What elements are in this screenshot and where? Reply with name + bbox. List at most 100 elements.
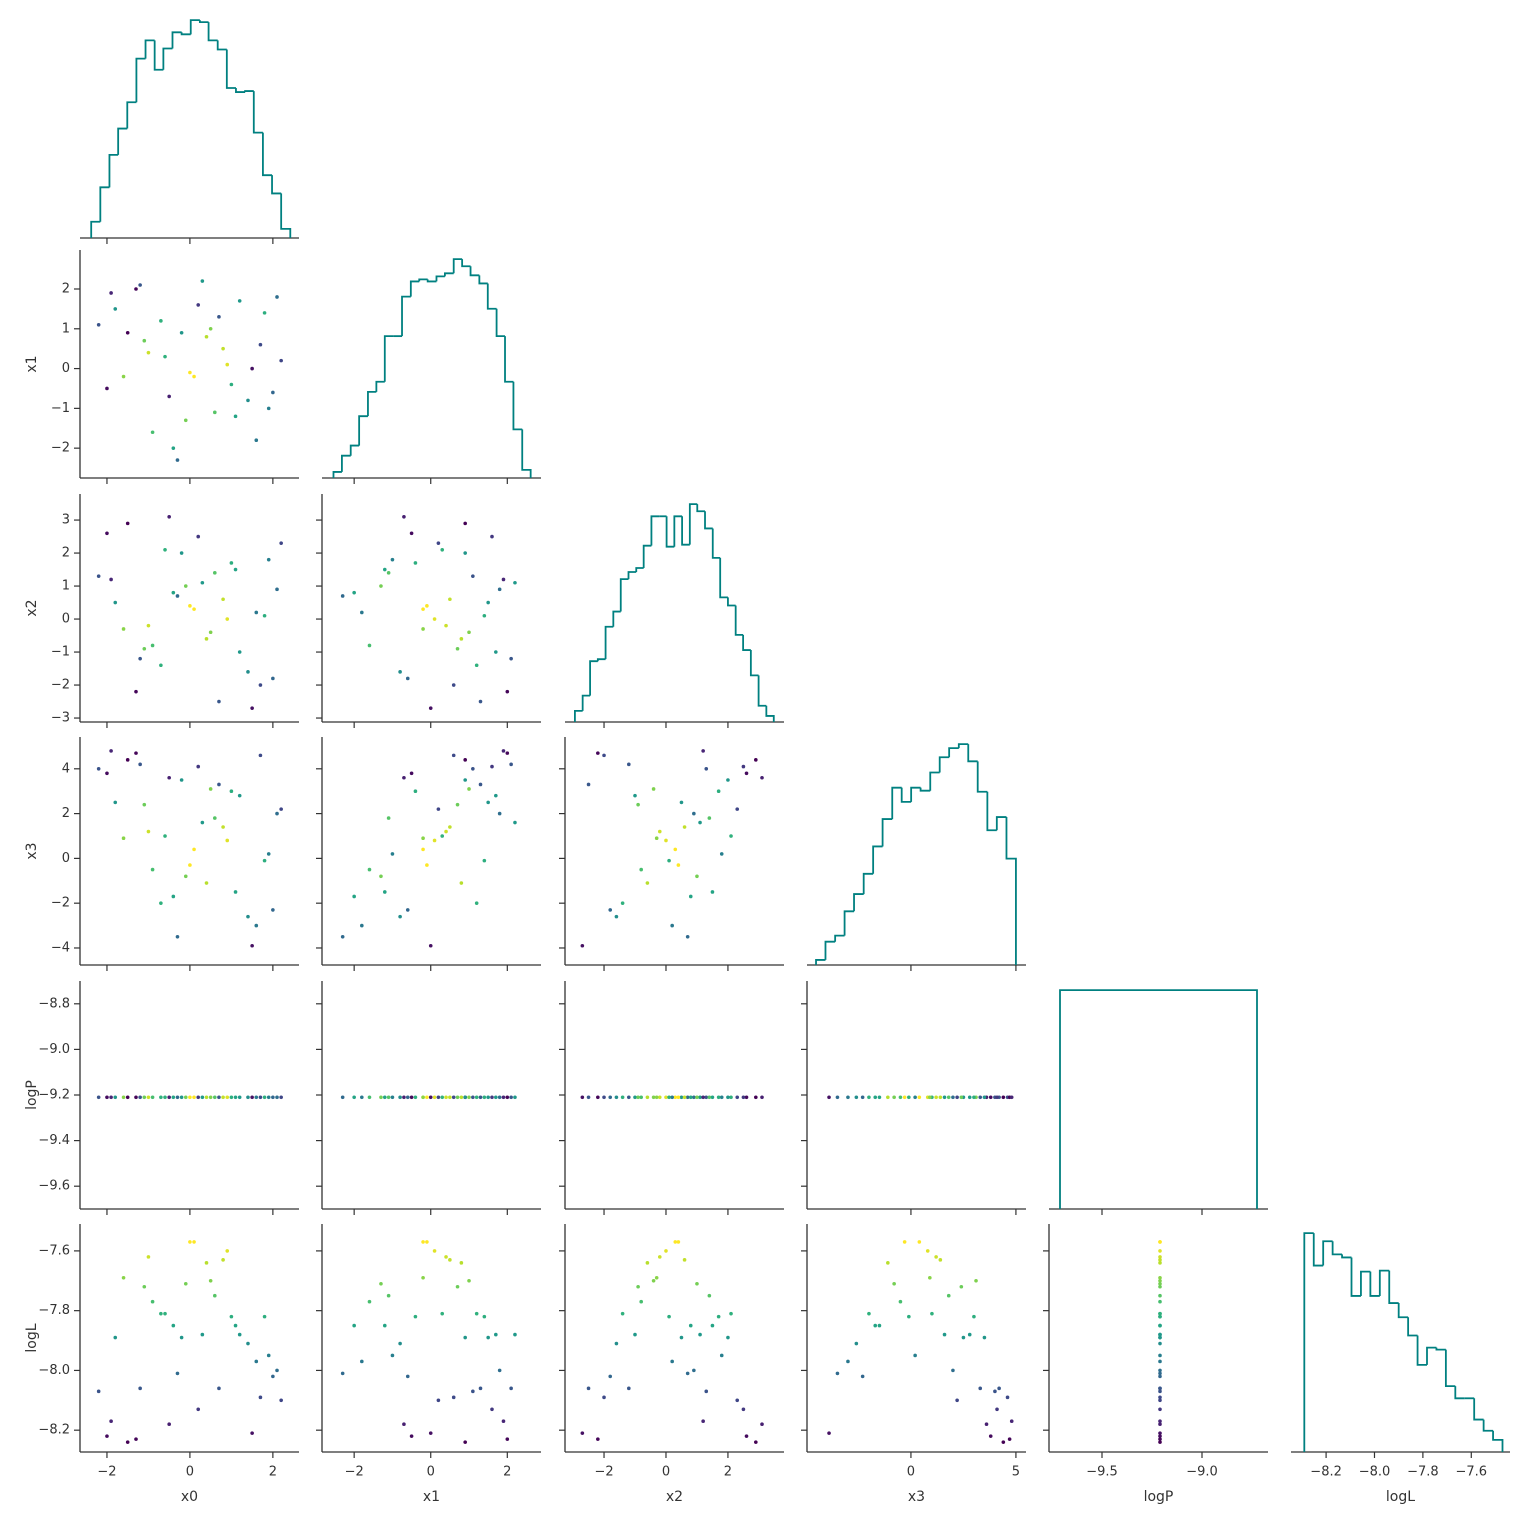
scatter-point xyxy=(513,580,517,585)
scatter-point xyxy=(225,362,230,367)
x-tick-label: −2 xyxy=(345,1465,364,1480)
scatter-point xyxy=(171,894,176,899)
histogram-step xyxy=(673,515,683,547)
histogram-step xyxy=(688,503,698,545)
scatter-point xyxy=(509,762,513,767)
scatter-point xyxy=(340,1095,345,1100)
x-tick-label: 2 xyxy=(269,1465,277,1480)
scatter-point xyxy=(459,1095,464,1100)
scatter-point xyxy=(961,1335,966,1340)
scatter-point xyxy=(163,354,167,359)
scatter-point xyxy=(188,1095,192,1100)
scatter-point xyxy=(688,1095,693,1100)
scatter-point xyxy=(505,1437,510,1441)
histogram-step xyxy=(189,19,200,35)
scatter-point xyxy=(1158,1434,1162,1438)
histogram-step xyxy=(1454,1386,1465,1400)
scatter-point xyxy=(854,1341,859,1346)
scatter-point xyxy=(620,1095,625,1100)
scatter-point xyxy=(121,1095,126,1100)
scatter-point xyxy=(390,1095,395,1100)
scatter-point xyxy=(735,1095,740,1100)
scatter-point xyxy=(192,607,196,611)
x-tick-label: 5 xyxy=(1012,1465,1020,1480)
scatter-point xyxy=(1158,1299,1162,1304)
scatter-point xyxy=(451,1095,456,1100)
scatter-point xyxy=(146,1095,151,1100)
scatter-point xyxy=(1158,1258,1162,1262)
scatter-point xyxy=(1158,1407,1162,1412)
scatter-point xyxy=(163,1095,167,1100)
scatter-point xyxy=(213,571,217,575)
histogram-step xyxy=(957,743,969,749)
scatter-point xyxy=(754,1095,758,1100)
scatter-point xyxy=(586,782,591,787)
scatter-point xyxy=(179,330,184,335)
scatter-point xyxy=(928,1095,932,1100)
scatter-point xyxy=(596,1437,600,1441)
scatter-point xyxy=(192,1095,196,1100)
scatter-point xyxy=(716,1095,721,1100)
scatter-point xyxy=(229,1095,234,1100)
scatter-point xyxy=(1158,1284,1162,1289)
scatter-point xyxy=(645,1261,650,1265)
histogram-step xyxy=(1360,1270,1371,1296)
scatter-point xyxy=(860,1095,865,1100)
histogram-step xyxy=(252,91,263,134)
scatter-point xyxy=(163,834,167,838)
histogram-step xyxy=(704,511,713,530)
scatter-point xyxy=(217,315,221,319)
histogram-step xyxy=(681,516,690,546)
scatter-point xyxy=(379,1095,383,1100)
histogram-step xyxy=(604,625,614,660)
scatter-point xyxy=(670,1359,674,1364)
scatter-point xyxy=(455,802,460,807)
scatter-point xyxy=(163,547,167,552)
scatter-point xyxy=(188,604,192,608)
scatter-point xyxy=(474,901,479,905)
histogram-step xyxy=(1331,1241,1343,1256)
scatter-point xyxy=(421,607,425,611)
scatter-point xyxy=(171,1323,176,1328)
scatter-point xyxy=(602,1395,606,1400)
scatter-point xyxy=(654,1095,659,1100)
scatter-point xyxy=(490,1407,494,1412)
scatter-point xyxy=(138,1095,142,1100)
scatter-point xyxy=(974,1278,978,1283)
histogram-step xyxy=(332,471,342,478)
scatter-point xyxy=(664,1095,668,1100)
histogram-step xyxy=(1322,1240,1333,1266)
y-axis-label: logL xyxy=(24,1323,40,1352)
scatter-point xyxy=(208,1278,213,1283)
scatter-point xyxy=(171,590,176,595)
scatter-point xyxy=(250,366,254,371)
histogram-step xyxy=(834,934,845,942)
scatter-point xyxy=(444,1095,448,1100)
scatter-point xyxy=(440,1095,445,1100)
scatter-point xyxy=(707,1095,712,1100)
scatter-point xyxy=(113,1095,118,1100)
scatter-point xyxy=(405,1095,410,1100)
histogram-step xyxy=(478,275,488,285)
scatter-point xyxy=(459,1261,464,1265)
scatter-point xyxy=(250,943,254,948)
histogram-step xyxy=(815,959,826,965)
scatter-point xyxy=(367,1095,372,1100)
scatter-point xyxy=(682,1095,687,1100)
scatter-point xyxy=(463,521,467,526)
scatter-point xyxy=(608,908,613,912)
x-axis-label: x1 xyxy=(423,1489,440,1505)
histogram-step xyxy=(1397,1303,1409,1319)
scatter-point xyxy=(967,1095,972,1100)
scatter-point xyxy=(360,1095,364,1100)
scatter-point xyxy=(651,1278,656,1283)
histogram-step xyxy=(986,791,997,832)
scatter-point xyxy=(125,521,130,526)
scatter-point xyxy=(955,1095,959,1100)
y-axis-label: x3 xyxy=(24,842,40,859)
scatter-point xyxy=(580,943,585,948)
scatter-point xyxy=(685,1095,690,1100)
scatter-point xyxy=(204,1095,209,1100)
scatter-point xyxy=(704,767,709,771)
scatter-point xyxy=(159,1095,163,1100)
